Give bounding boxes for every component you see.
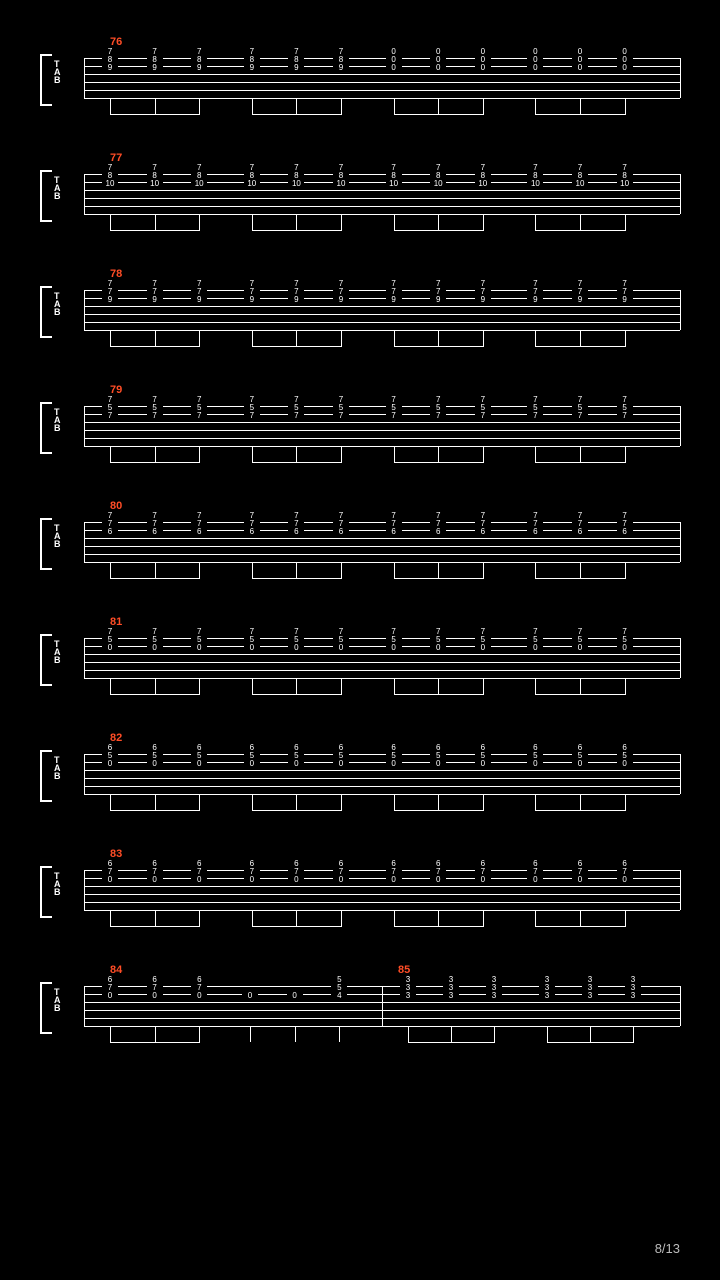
measure-row: TAB7778107810781078107810781078107810781… xyxy=(40,152,680,232)
measure-row: TAB8175075075075075075075075075075075075… xyxy=(40,616,680,696)
measure-row: TAB8367067067067067067067067067067067067… xyxy=(40,848,680,928)
measure-row: TAB8265065065065065065065065065065065065… xyxy=(40,732,680,812)
measure-row: TAB8077677677677677677677677677677677677… xyxy=(40,500,680,580)
measure-row: TAB846706706700055485333333333333333333 xyxy=(40,964,680,1044)
page-number: 8/13 xyxy=(655,1241,680,1256)
measure-row: TAB7678978978978978978900000000000000000… xyxy=(40,36,680,116)
rows-container: TAB7678978978978978978900000000000000000… xyxy=(40,36,680,1044)
measure-row: TAB7877977977977977977977977977977977977… xyxy=(40,268,680,348)
measure-row: TAB7975775775775775775775775775775775775… xyxy=(40,384,680,464)
tab-page: TAB7678978978978978978900000000000000000… xyxy=(0,0,720,1280)
